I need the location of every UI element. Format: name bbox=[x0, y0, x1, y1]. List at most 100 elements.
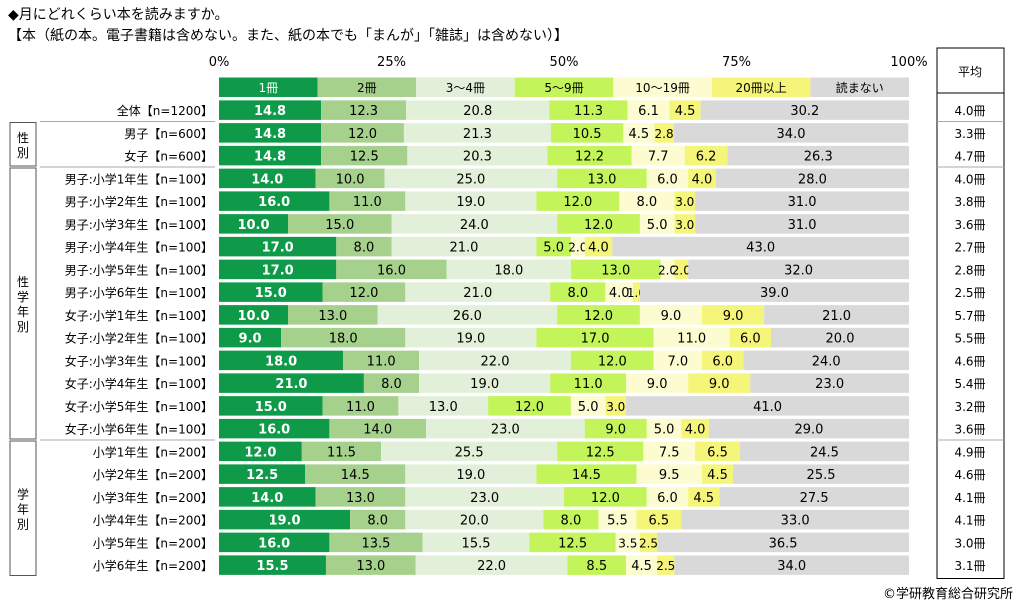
data-label: 23.0 bbox=[470, 491, 499, 506]
data-label: 12.5 bbox=[350, 150, 379, 165]
average-value: 3.8冊 bbox=[954, 195, 985, 209]
data-label: 5.0 bbox=[578, 400, 599, 415]
data-label: 12.0 bbox=[598, 354, 627, 369]
x-tick-label: 25% bbox=[377, 55, 406, 70]
data-label: 5.0 bbox=[543, 241, 564, 256]
data-label: 15.0 bbox=[255, 286, 287, 301]
bar-segment bbox=[584, 418, 647, 439]
data-label: 21.0 bbox=[275, 377, 307, 392]
data-label: 11.0 bbox=[677, 332, 706, 347]
bar-segment bbox=[695, 441, 740, 462]
bar-segment bbox=[219, 305, 288, 325]
bar-segment bbox=[674, 191, 696, 211]
row-label: 女子【n=600】 bbox=[124, 149, 213, 164]
bar-segment bbox=[343, 350, 420, 371]
bar-segment bbox=[764, 305, 909, 325]
data-label: 14.8 bbox=[254, 150, 286, 165]
data-label: 24.0 bbox=[460, 218, 489, 233]
bar-segment bbox=[688, 168, 716, 189]
bar-segment bbox=[570, 396, 606, 416]
data-label: 12.0 bbox=[349, 286, 378, 301]
bar-segment bbox=[219, 555, 326, 575]
data-label: 9.5 bbox=[659, 468, 680, 483]
data-label: 13.0 bbox=[318, 309, 347, 324]
bar-segment bbox=[547, 145, 632, 166]
data-label: 13.0 bbox=[346, 491, 375, 506]
bar-segment bbox=[219, 168, 316, 189]
average-value: 4.6冊 bbox=[954, 468, 985, 482]
bar-segment bbox=[564, 487, 647, 507]
bar-segment bbox=[626, 555, 658, 575]
data-label: 2.0 bbox=[672, 263, 691, 277]
bar-segment bbox=[727, 145, 909, 166]
data-label: 11.0 bbox=[346, 400, 375, 415]
data-label: 19.0 bbox=[470, 377, 499, 392]
data-label: 13.0 bbox=[429, 400, 458, 415]
bar-segment bbox=[646, 487, 689, 507]
average-value: 4.1冊 bbox=[954, 491, 985, 505]
data-label: 7.7 bbox=[648, 150, 669, 165]
data-label: 15.0 bbox=[325, 218, 354, 233]
data-label: 2.0 bbox=[658, 263, 677, 277]
legend-label: 20冊以上 bbox=[736, 81, 787, 95]
average-value: 3.2冊 bbox=[954, 400, 985, 414]
row-label: 男子:小学1年生【n=100】 bbox=[65, 171, 213, 186]
bar-segment bbox=[281, 327, 406, 348]
bar-segment bbox=[529, 532, 616, 553]
legend-swatch bbox=[613, 77, 712, 97]
bar-segment bbox=[377, 305, 558, 325]
data-label: 10.0 bbox=[336, 172, 365, 187]
data-label: 12.0 bbox=[515, 400, 544, 415]
data-label: 13.5 bbox=[361, 536, 390, 551]
bar-segment bbox=[336, 236, 392, 257]
data-label: 25.5 bbox=[807, 468, 836, 483]
data-label: 19.0 bbox=[456, 332, 485, 347]
data-label: 16.0 bbox=[258, 195, 290, 210]
data-label: 24.0 bbox=[812, 354, 841, 369]
group-label-char: 性 bbox=[17, 131, 29, 145]
data-label: 23.0 bbox=[815, 377, 844, 392]
bar-segment bbox=[363, 373, 420, 393]
bar-segment bbox=[219, 327, 282, 348]
chart-subtitle: 【本（紙の本。電子書籍は含めない。また、紙の本でも「まんが」「雑誌」は含めない）… bbox=[8, 28, 568, 44]
bar-segment bbox=[301, 441, 382, 462]
data-label: 12.3 bbox=[349, 104, 378, 119]
bar-segment bbox=[557, 214, 640, 234]
data-label: 5.5 bbox=[607, 514, 628, 529]
data-label: 6.0 bbox=[712, 354, 733, 369]
average-value: 4.7冊 bbox=[954, 150, 985, 164]
bar-segment bbox=[673, 123, 909, 143]
data-label: 4.5 bbox=[693, 491, 714, 506]
data-label: 14.5 bbox=[341, 468, 370, 483]
bar-segment bbox=[391, 236, 537, 257]
data-label: 4.0 bbox=[685, 423, 706, 438]
data-label: 15.5 bbox=[462, 536, 491, 551]
bar-segment bbox=[391, 214, 558, 234]
row-label: 女子:小学4年生【n=100】 bbox=[65, 376, 213, 391]
bar-segment bbox=[615, 532, 640, 553]
average-value: 3.3冊 bbox=[954, 127, 985, 141]
data-label: 39.0 bbox=[760, 286, 789, 301]
data-label: 5.0 bbox=[654, 423, 675, 438]
bar-segment bbox=[729, 327, 771, 348]
data-label: 28.0 bbox=[798, 172, 827, 187]
data-label: 8.0 bbox=[367, 514, 388, 529]
bar-segment bbox=[700, 100, 909, 120]
data-label: 11.0 bbox=[574, 377, 603, 392]
bar-segment bbox=[646, 418, 682, 439]
bar-segment bbox=[688, 259, 909, 280]
data-label: 14.5 bbox=[572, 468, 601, 483]
bar-segment bbox=[626, 373, 689, 393]
row-label: 小学1年生【n=200】 bbox=[93, 444, 213, 459]
average-value: 3.1冊 bbox=[954, 559, 985, 573]
data-label: 15.5 bbox=[256, 559, 288, 574]
data-label: 27.5 bbox=[800, 491, 829, 506]
data-label: 23.0 bbox=[491, 423, 520, 438]
bar-segment bbox=[219, 282, 323, 302]
group-label-char: 学 bbox=[17, 486, 29, 501]
data-label: 19.0 bbox=[456, 195, 485, 210]
data-label: 17.0 bbox=[262, 241, 294, 256]
bar-segment bbox=[219, 441, 302, 462]
data-label: 21.0 bbox=[463, 286, 492, 301]
bar-segment bbox=[681, 509, 909, 530]
